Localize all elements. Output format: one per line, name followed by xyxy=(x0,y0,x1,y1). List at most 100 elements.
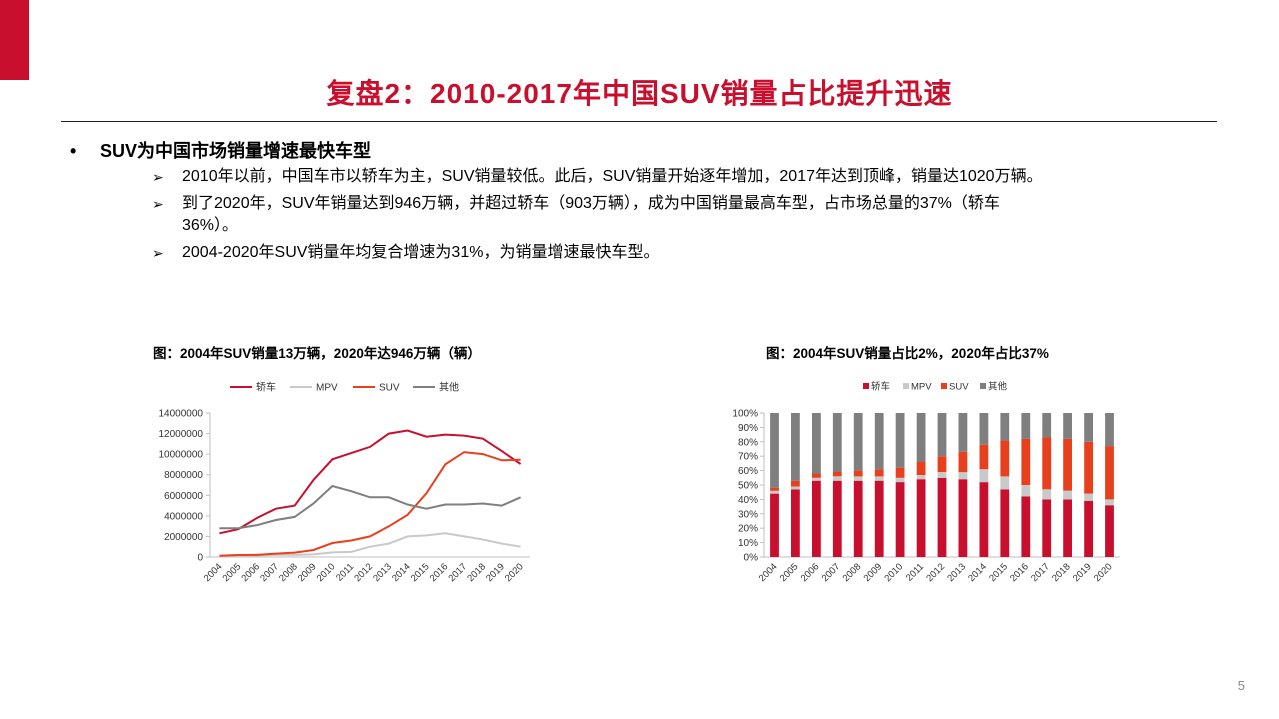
y-tick-label: 60% xyxy=(738,466,758,477)
x-tick-label: 2008 xyxy=(277,561,300,584)
bar-segment-4 xyxy=(916,413,926,462)
legend-swatch xyxy=(863,383,869,389)
bar-segment-2 xyxy=(1084,493,1093,501)
y-tick-label: 2000000 xyxy=(164,532,203,543)
x-tick-label: 2009 xyxy=(296,561,319,584)
y-tick-label: 100% xyxy=(732,409,758,420)
bar-segment-2 xyxy=(1000,476,1010,490)
bar-segment-3 xyxy=(1063,438,1072,491)
bar-segment-3 xyxy=(1084,441,1093,494)
x-tick-label: 2019 xyxy=(484,561,507,584)
x-tick-label: 2020 xyxy=(1092,561,1115,584)
bar-segment-1 xyxy=(916,479,926,557)
bar-segment-1 xyxy=(1021,496,1031,557)
x-tick-label: 2013 xyxy=(945,561,968,584)
page-number: 5 xyxy=(1237,678,1245,693)
bar-segment-3 xyxy=(874,469,884,477)
brand-color-block xyxy=(0,0,29,80)
bar-segment-3 xyxy=(770,487,779,491)
main-bullet: • SUV为中国市场销量增速最快车型 xyxy=(70,137,371,163)
x-tick-label: 2005 xyxy=(221,561,244,584)
y-tick-label: 20% xyxy=(738,524,758,535)
bar-segment-2 xyxy=(979,469,989,483)
x-tick-label: 2020 xyxy=(503,561,526,584)
bar-segment-1 xyxy=(770,493,779,557)
bar-segment-3 xyxy=(937,456,947,472)
y-tick-label: 70% xyxy=(738,452,758,463)
bar-segment-1 xyxy=(895,482,905,557)
bar-segment-2 xyxy=(916,474,926,480)
legend-label: 其他 xyxy=(988,381,1008,393)
x-tick-label: 2004 xyxy=(757,561,780,584)
bar-segment-3 xyxy=(1000,440,1010,477)
sub-point-text-line2: 36%）。 xyxy=(182,217,239,234)
bar-segment-1 xyxy=(979,482,989,557)
bar-segment-4 xyxy=(1105,413,1114,447)
x-tick-label: 2006 xyxy=(799,561,822,584)
bar-segment-2 xyxy=(937,472,947,478)
line-chart: 0 2000000 4000000 6000000 8000000 10000000 120… xyxy=(159,381,530,584)
bar-segment-2 xyxy=(1105,499,1114,506)
y-tick-label: 12000000 xyxy=(159,429,204,440)
bar-segment-1 xyxy=(1105,505,1114,557)
x-tick-label: 2019 xyxy=(1071,561,1094,584)
x-tick-label: 2010 xyxy=(883,561,906,584)
legend-swatch xyxy=(980,383,986,389)
bar-segment-2 xyxy=(1042,489,1052,500)
bar-segment-1 xyxy=(853,480,863,557)
y-tick-label: 0% xyxy=(744,553,759,564)
y-tick-label: 40% xyxy=(738,495,758,506)
bar-segment-4 xyxy=(1000,413,1010,441)
bar-segment-1 xyxy=(874,480,884,557)
x-tick-label: 2013 xyxy=(371,561,394,584)
sub-point-text: 2004-2020年SUV销量年均复合增速为31%，为销量增速最快车型。 xyxy=(182,244,660,261)
bar-segment-4 xyxy=(1084,413,1093,442)
x-tick-label: 2017 xyxy=(447,561,470,584)
bar-segment-4 xyxy=(1063,413,1072,439)
x-tick-label: 2012 xyxy=(352,561,375,584)
bar-segment-4 xyxy=(874,413,884,470)
bar-segment-1 xyxy=(1042,499,1052,557)
bar-segment-1 xyxy=(791,489,800,557)
legend-swatch xyxy=(941,383,947,389)
bar-segment-2 xyxy=(832,476,842,481)
bar-segment-2 xyxy=(958,472,968,480)
title-divider xyxy=(61,121,1217,122)
bar-segment-2 xyxy=(812,477,821,481)
x-tick-label: 2004 xyxy=(202,561,225,584)
bar-segment-4 xyxy=(958,413,968,452)
series-line-1 xyxy=(219,429,522,535)
bar-segment-4 xyxy=(1021,413,1031,439)
bar-segment-4 xyxy=(937,413,947,457)
bar-segment-3 xyxy=(853,470,863,477)
bar-segment-4 xyxy=(812,413,821,474)
bar-segment-2 xyxy=(895,477,905,483)
series-line-2 xyxy=(219,532,521,557)
legend-label: 轿车 xyxy=(871,381,890,393)
y-tick-label: 90% xyxy=(738,423,758,434)
bar-segment-1 xyxy=(832,480,842,557)
bar-segment-2 xyxy=(791,486,800,490)
x-tick-label: 2007 xyxy=(820,561,843,584)
x-tick-label: 2007 xyxy=(258,561,281,584)
bar-segment-3 xyxy=(958,451,968,473)
legend-label: 轿车 xyxy=(256,381,276,394)
bar-segment-4 xyxy=(791,413,800,481)
y-tick-label: 6000000 xyxy=(164,491,203,502)
bar-segment-2 xyxy=(1063,490,1072,500)
bar-segment-3 xyxy=(1105,446,1114,500)
y-tick-label: 14000000 xyxy=(159,409,204,420)
x-tick-label: 2016 xyxy=(1008,561,1031,584)
x-tick-label: 2018 xyxy=(1050,561,1073,584)
legend-swatch xyxy=(903,383,909,389)
sub-point-text: 2010年以前，中国车市以轿车为主，SUV销量较低。此后，SUV销量开始逐年增加… xyxy=(182,168,1043,185)
legend-label: 其他 xyxy=(439,381,459,394)
legend-label: MPV xyxy=(316,383,338,394)
bar-segment-2 xyxy=(770,490,779,494)
bar-segment-2 xyxy=(874,476,884,481)
x-tick-label: 2011 xyxy=(334,561,356,583)
x-tick-label: 2014 xyxy=(966,561,989,584)
y-tick-label: 10% xyxy=(738,538,758,549)
right-chart-caption: 图：2004年SUV销量占比2%，2020年占比37% xyxy=(766,346,1049,361)
bar-segment-3 xyxy=(916,462,926,475)
